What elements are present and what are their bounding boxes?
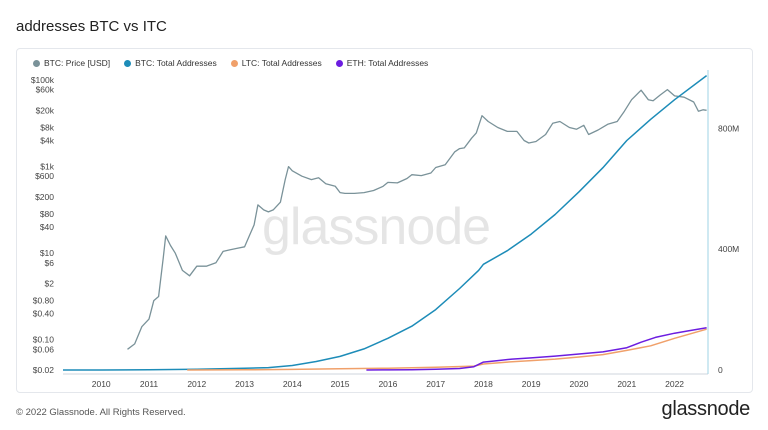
series-line-ltc-total-addresses: [187, 328, 707, 371]
legend-dot-ltc-addresses: [230, 59, 238, 67]
left-tick-label: $10: [40, 248, 54, 258]
chart-legend: BTC: Price [USD] BTC: Total Addresses LT…: [33, 58, 428, 68]
left-tick-label: $0.40: [33, 309, 55, 319]
legend-item-eth-addresses[interactable]: ETH: Total Addresses: [335, 58, 429, 68]
left-tick-label: $0.06: [33, 344, 55, 354]
left-tick-label: $6: [45, 258, 55, 268]
series-line-eth-total-addresses: [366, 326, 707, 371]
x-tick-label: 2012: [187, 379, 206, 389]
left-tick-label: $60k: [36, 85, 55, 95]
left-tick-label: $2: [45, 278, 55, 288]
legend-item-ltc-addresses[interactable]: LTC: Total Addresses: [230, 58, 322, 68]
legend-dot-btc-addresses: [124, 59, 132, 67]
x-tick-label: 2016: [378, 379, 397, 389]
right-tick-label: 0: [718, 365, 723, 375]
page-title: addresses BTC vs ITC: [16, 18, 167, 35]
x-tick-label: 2013: [235, 379, 254, 389]
legend-label-ltc-addresses: LTC: Total Addresses: [241, 58, 322, 68]
left-tick-label: $20k: [36, 105, 55, 115]
left-tick-label: $4k: [40, 136, 54, 146]
x-tick-label: 2018: [474, 379, 493, 389]
x-tick-label: 2015: [331, 379, 350, 389]
left-tick-label: $1k: [40, 162, 54, 172]
legend-item-btc-price[interactable]: BTC: Price [USD]: [33, 58, 110, 68]
left-tick-label: $0.80: [33, 296, 55, 306]
x-tick-label: 2021: [617, 379, 636, 389]
left-tick-label: $40: [40, 222, 54, 232]
series-line-btc-total-addresses: [63, 75, 708, 371]
x-tick-label: 2014: [283, 379, 302, 389]
legend-label-eth-addresses: ETH: Total Addresses: [346, 58, 429, 68]
right-tick-label: 400M: [718, 244, 739, 254]
left-tick-label: $100k: [31, 75, 55, 85]
left-axis-ticks: $100k$60k$20k$8k$4k$1k$600$200$80$40$10$…: [31, 75, 55, 375]
left-tick-label: $0.02: [33, 365, 55, 375]
brand-logo[interactable]: glassnode: [661, 398, 751, 420]
watermark: glassnode: [262, 198, 490, 256]
series-layer: [63, 75, 708, 371]
left-tick-label: $8k: [40, 123, 54, 133]
left-tick-label: $0.10: [33, 335, 55, 345]
x-tick-label: 2020: [570, 379, 589, 389]
legend-dot-eth-addresses: [335, 59, 343, 67]
legend-label-btc-addresses: BTC: Total Addresses: [135, 58, 217, 68]
copyright-footer: © 2022 Glassnode. All Rights Reserved.: [16, 407, 186, 418]
x-tick-label: 2011: [140, 379, 159, 389]
legend-item-btc-addresses[interactable]: BTC: Total Addresses: [124, 58, 217, 68]
series-line-btc-price-usd: [127, 88, 707, 350]
left-tick-label: $200: [35, 192, 54, 202]
x-tick-label: 2017: [426, 379, 445, 389]
right-tick-label: 800M: [718, 123, 739, 133]
legend-dot-btc-price: [33, 59, 40, 67]
right-axis-ticks: 800M 400M 0: [718, 123, 739, 375]
x-tick-label: 2019: [522, 379, 541, 389]
left-tick-label: $600: [35, 171, 54, 181]
left-tick-label: $80: [40, 209, 54, 219]
legend-label-btc-price: BTC: Price [USD]: [44, 58, 111, 68]
x-axis-ticks: 2010 2011 2012 2013 2014 2015 2016 2017 2018 2019…: [92, 379, 685, 389]
x-tick-label: 2022: [665, 379, 684, 389]
x-tick-label: 2010: [92, 379, 111, 389]
